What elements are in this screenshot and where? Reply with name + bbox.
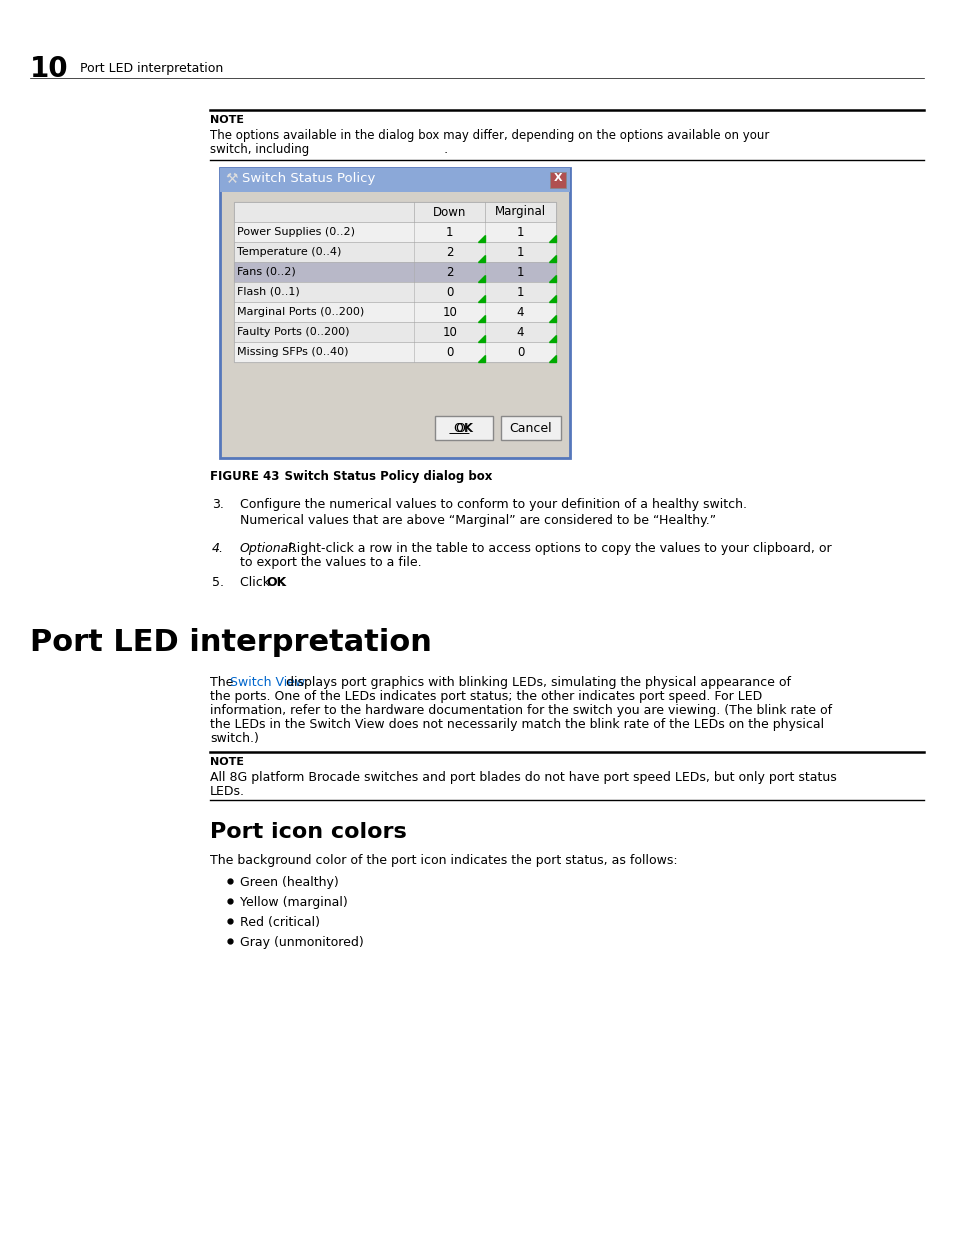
Text: Numerical values that are above “Marginal” are considered to be “Healthy.”: Numerical values that are above “Margina… — [240, 514, 716, 527]
Polygon shape — [477, 235, 485, 242]
Bar — [233, 203, 556, 362]
Text: X: X — [553, 173, 561, 183]
Polygon shape — [477, 295, 485, 303]
Text: 1: 1 — [445, 226, 453, 238]
Bar — [220, 168, 569, 191]
Text: Power Supplies (0..2): Power Supplies (0..2) — [236, 227, 355, 237]
Text: The background color of the port icon indicates the port status, as follows:: The background color of the port icon in… — [210, 853, 677, 867]
Bar — [233, 322, 556, 342]
Text: 0: 0 — [446, 346, 453, 358]
Polygon shape — [548, 235, 556, 242]
Text: Red (critical): Red (critical) — [240, 916, 319, 929]
Text: switch, including                                    .: switch, including . — [210, 143, 448, 156]
Text: 4.: 4. — [212, 542, 224, 555]
Text: All 8G platform Brocade switches and port blades do not have port speed LEDs, bu: All 8G platform Brocade switches and por… — [210, 771, 836, 784]
Text: 2: 2 — [445, 246, 453, 258]
Polygon shape — [548, 275, 556, 282]
Bar — [233, 282, 556, 303]
Text: 2: 2 — [445, 266, 453, 279]
Text: switch.): switch.) — [210, 732, 258, 745]
Text: the LEDs in the Switch View does not necessarily match the blink rate of the LED: the LEDs in the Switch View does not nec… — [210, 718, 823, 731]
Text: Faulty Ports (0..200): Faulty Ports (0..200) — [236, 327, 349, 337]
Text: Temperature (0..4): Temperature (0..4) — [236, 247, 341, 257]
Text: FIGURE 43: FIGURE 43 — [210, 471, 279, 483]
Text: 1: 1 — [517, 246, 524, 258]
Polygon shape — [477, 354, 485, 362]
Text: The: The — [210, 676, 237, 689]
Polygon shape — [548, 295, 556, 303]
Polygon shape — [548, 335, 556, 342]
Text: displays port graphics with blinking LEDs, simulating the physical appearance of: displays port graphics with blinking LED… — [282, 676, 790, 689]
Text: 10: 10 — [442, 326, 456, 338]
Text: Green (healthy): Green (healthy) — [240, 876, 338, 889]
Text: Switch Status Policy: Switch Status Policy — [242, 172, 375, 185]
Bar — [500, 416, 560, 440]
Text: 4: 4 — [517, 326, 524, 338]
Polygon shape — [548, 254, 556, 262]
Bar — [233, 222, 556, 242]
Text: NOTE: NOTE — [210, 757, 244, 767]
Text: Missing SFPs (0..40): Missing SFPs (0..40) — [236, 347, 348, 357]
Text: OK: OK — [266, 576, 286, 589]
Text: 10: 10 — [30, 56, 69, 83]
Text: 5.: 5. — [212, 576, 224, 589]
Bar — [233, 203, 556, 222]
Text: 0: 0 — [517, 346, 524, 358]
Text: .: . — [281, 576, 285, 589]
Text: 1: 1 — [517, 226, 524, 238]
Text: Marginal Ports (0..200): Marginal Ports (0..200) — [236, 308, 364, 317]
Bar — [233, 342, 556, 362]
Text: Gray (unmonitored): Gray (unmonitored) — [240, 936, 363, 948]
Text: 4: 4 — [517, 305, 524, 319]
Text: Port LED interpretation: Port LED interpretation — [30, 629, 432, 657]
Text: ⚒: ⚒ — [225, 172, 237, 186]
Text: information, refer to the hardware documentation for the switch you are viewing.: information, refer to the hardware docum… — [210, 704, 831, 718]
Text: Marginal: Marginal — [495, 205, 545, 219]
Bar — [233, 242, 556, 262]
Text: The options available in the dialog box may differ, depending on the options ava: The options available in the dialog box … — [210, 128, 768, 142]
Text: ͟O͟K: ͟O͟K — [455, 421, 473, 435]
Bar — [233, 303, 556, 322]
Text: the ports. One of the LEDs indicates port status; the other indicates port speed: the ports. One of the LEDs indicates por… — [210, 690, 761, 703]
Polygon shape — [477, 254, 485, 262]
Polygon shape — [477, 275, 485, 282]
Text: NOTE: NOTE — [210, 115, 244, 125]
Text: Optional:: Optional: — [240, 542, 296, 555]
Polygon shape — [477, 335, 485, 342]
Text: 1: 1 — [517, 285, 524, 299]
Bar — [550, 172, 565, 188]
Text: Flash (0..1): Flash (0..1) — [236, 287, 299, 296]
Text: Cancel: Cancel — [509, 421, 552, 435]
Bar — [435, 416, 493, 440]
Text: Switch View: Switch View — [230, 676, 305, 689]
Text: Configure the numerical values to conform to your definition of a healthy switch: Configure the numerical values to confor… — [240, 498, 746, 511]
Text: Port LED interpretation: Port LED interpretation — [80, 62, 223, 75]
Polygon shape — [548, 354, 556, 362]
Text: 1: 1 — [517, 266, 524, 279]
Bar — [220, 168, 569, 458]
Text: 3.: 3. — [212, 498, 224, 511]
Text: to export the values to a file.: to export the values to a file. — [240, 556, 421, 569]
Text: Click: Click — [240, 576, 274, 589]
Text: Fans (0..2): Fans (0..2) — [236, 267, 295, 277]
Text: Down: Down — [433, 205, 466, 219]
Text: Port icon colors: Port icon colors — [210, 823, 406, 842]
Bar — [233, 262, 556, 282]
Text: Yellow (marginal): Yellow (marginal) — [240, 897, 348, 909]
Text: OK: OK — [455, 421, 473, 435]
Text: Switch Status Policy dialog box: Switch Status Policy dialog box — [268, 471, 492, 483]
Text: 0: 0 — [446, 285, 453, 299]
Text: Right-click a row in the table to access options to copy the values to your clip: Right-click a row in the table to access… — [284, 542, 831, 555]
Polygon shape — [548, 315, 556, 322]
Polygon shape — [477, 315, 485, 322]
Text: 10: 10 — [442, 305, 456, 319]
Text: LEDs.: LEDs. — [210, 785, 245, 798]
